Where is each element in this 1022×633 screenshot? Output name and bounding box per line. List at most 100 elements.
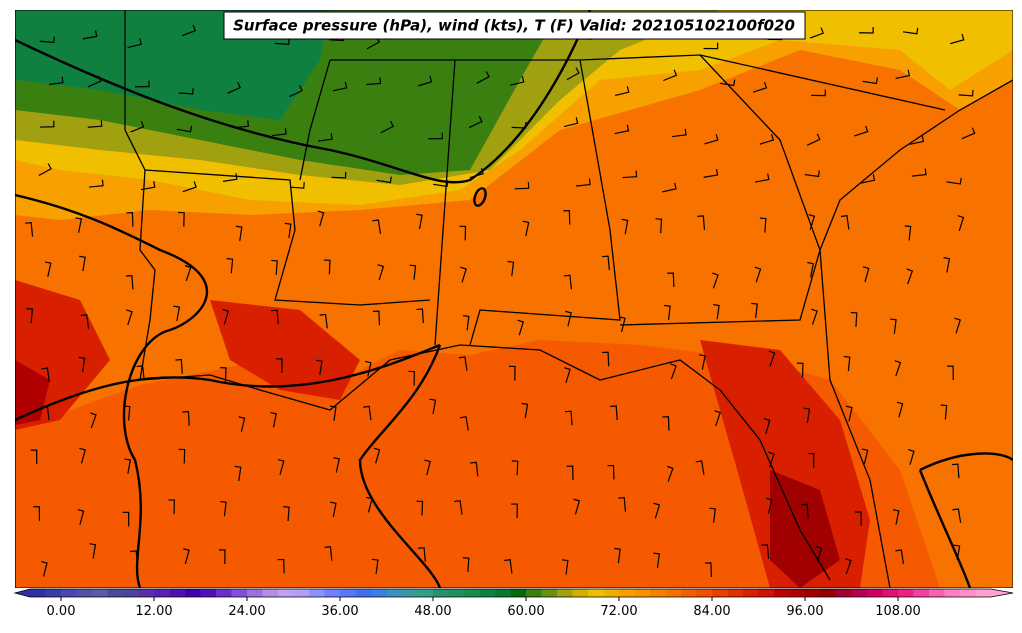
wind-barb xyxy=(804,170,820,178)
wind-barb xyxy=(954,317,961,334)
colorbar-swatch xyxy=(681,589,697,597)
wind-barb xyxy=(892,509,900,525)
colorbar-swatch xyxy=(836,589,852,597)
wind-barb xyxy=(220,367,227,382)
colorbar-swatch xyxy=(820,589,837,597)
wind-barb xyxy=(227,81,241,94)
wind-barb xyxy=(234,120,250,129)
wind-barb xyxy=(26,308,34,324)
wind-barb xyxy=(408,370,416,386)
wind-barb xyxy=(277,458,285,475)
wind-barb xyxy=(811,308,818,325)
wind-barb xyxy=(846,405,853,422)
wind-barb xyxy=(416,308,424,324)
wind-barb xyxy=(906,268,914,285)
wind-barb xyxy=(226,258,234,274)
wind-barb xyxy=(843,355,851,372)
wind-barb xyxy=(25,221,34,237)
wind-barb xyxy=(470,461,479,477)
colorbar-swatch xyxy=(557,589,573,597)
wind-barb xyxy=(563,274,573,290)
wind-barb xyxy=(41,405,50,421)
wind-barb xyxy=(122,511,130,527)
colorbar-swatch xyxy=(743,589,759,597)
wind-barb xyxy=(87,75,102,88)
wind-barb xyxy=(123,405,131,421)
wind-barb xyxy=(947,365,954,381)
wind-barb xyxy=(952,508,962,523)
wind-barb xyxy=(563,210,571,225)
wind-barb xyxy=(409,264,417,280)
wind-barb xyxy=(522,220,530,237)
colorbar-swatch xyxy=(448,589,465,597)
wind-barb xyxy=(222,173,238,182)
wind-barb xyxy=(796,362,804,378)
colorbar-swatch xyxy=(789,589,806,597)
wind-barb xyxy=(329,405,337,421)
wind-barb xyxy=(332,81,348,92)
colorbar-swatch xyxy=(665,589,682,597)
wind-barb xyxy=(801,503,809,519)
wind-barb xyxy=(44,261,52,278)
wind-barb xyxy=(272,127,287,137)
wind-barb xyxy=(418,75,433,87)
wind-barb xyxy=(127,38,142,49)
wind-barb xyxy=(416,500,424,516)
wind-barb xyxy=(807,261,814,278)
wind-barb xyxy=(517,319,524,336)
wind-barb xyxy=(178,448,186,464)
wind-barb xyxy=(274,38,290,45)
wind-barb xyxy=(178,87,194,95)
wind-barb xyxy=(719,79,736,87)
colorbar-swatch xyxy=(138,589,155,597)
wind-barb xyxy=(235,225,243,242)
wind-barb xyxy=(904,225,912,241)
colorbar-swatch xyxy=(123,589,139,597)
wind-barb xyxy=(573,498,580,515)
wind-barb xyxy=(315,359,323,376)
wind-barb xyxy=(371,558,379,575)
wind-barb xyxy=(178,211,185,227)
wind-barb xyxy=(284,222,292,239)
colorbar-swatch xyxy=(45,589,62,597)
wind-barb xyxy=(372,219,382,234)
wind-barb xyxy=(459,225,467,241)
colorbar-swatch xyxy=(278,589,294,597)
wind-barb xyxy=(130,550,139,565)
colorbar-swatch xyxy=(944,589,961,597)
wind-barb xyxy=(895,549,904,564)
wind-barb xyxy=(39,120,55,128)
wind-barb xyxy=(331,171,347,179)
colorbar-swatch xyxy=(929,589,945,597)
wind-barb xyxy=(655,218,663,234)
wind-barb xyxy=(664,304,671,321)
colorbar-swatch xyxy=(960,589,976,597)
wind-barb xyxy=(610,405,618,420)
colorbar-swatch xyxy=(975,589,992,597)
wind-barb xyxy=(124,458,132,474)
colorbar-swatch xyxy=(92,589,108,597)
colorbar-tick-label: 72.00 xyxy=(600,604,637,619)
wind-barb xyxy=(511,503,518,519)
wind-barb xyxy=(283,506,290,522)
wind-barb xyxy=(946,177,962,185)
wind-barb xyxy=(504,559,513,574)
colorbar-swatch xyxy=(169,589,186,597)
wind-barb xyxy=(220,500,227,517)
wind-barb xyxy=(319,313,328,329)
wind-barb xyxy=(270,411,277,428)
colorbar-swatch xyxy=(30,589,46,597)
wind-barb xyxy=(183,548,190,564)
wind-barb xyxy=(862,77,878,85)
wind-barb xyxy=(82,30,98,40)
colorbar-swatch xyxy=(216,589,232,597)
wind-barb xyxy=(894,360,902,377)
wind-barb xyxy=(168,499,176,515)
wind-barb xyxy=(318,133,333,142)
colorbar-swatch xyxy=(898,589,914,597)
wind-barb xyxy=(754,173,770,183)
wind-barb xyxy=(862,266,870,283)
wind-barb xyxy=(561,559,569,575)
wind-barb xyxy=(714,410,721,427)
